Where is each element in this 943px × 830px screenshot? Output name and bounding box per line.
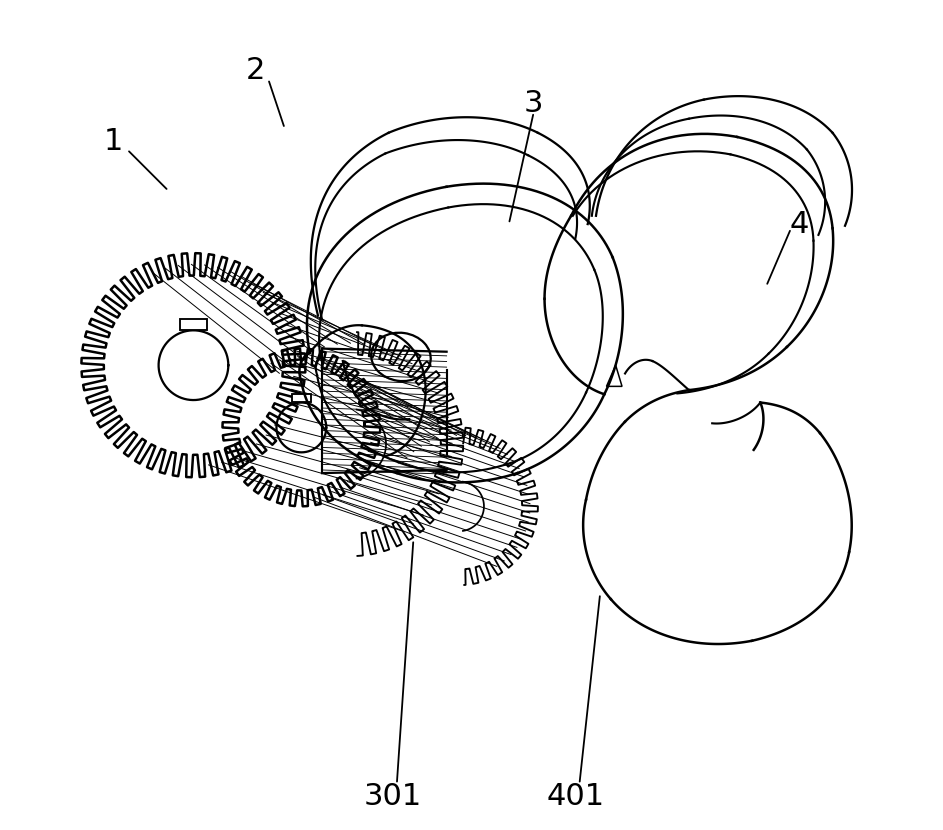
Text: 2: 2 xyxy=(246,56,265,85)
Text: 1: 1 xyxy=(103,127,123,155)
Text: 301: 301 xyxy=(363,783,422,811)
Text: 4: 4 xyxy=(789,210,809,238)
Text: 401: 401 xyxy=(546,783,604,811)
Text: 3: 3 xyxy=(524,90,543,118)
Polygon shape xyxy=(180,319,207,330)
Polygon shape xyxy=(292,394,311,403)
